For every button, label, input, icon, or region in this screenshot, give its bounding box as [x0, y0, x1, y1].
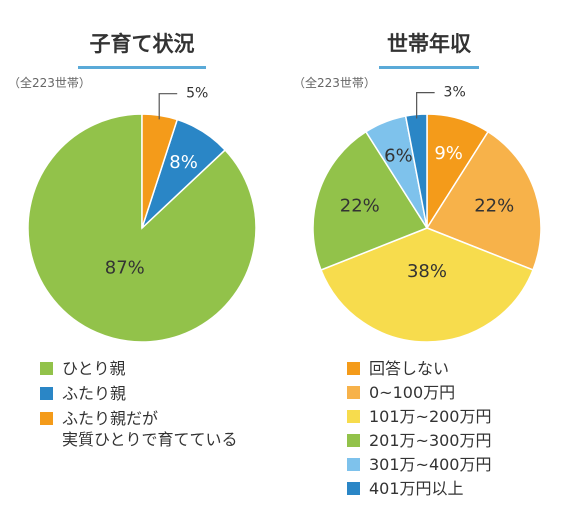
legend-label: 回答しない: [369, 359, 450, 378]
legend: 回答しない 0~100万円 101万~200万円 201万~300万円 301万~400…: [347, 358, 492, 502]
legend-item: 401万円以上: [347, 478, 492, 499]
legend-item: 301万~400万円: [347, 454, 492, 475]
legend-item: ふたり親だが 実質ひとりで育てている: [40, 408, 238, 450]
legend-swatch: [40, 387, 53, 400]
pie-slice: [312, 130, 429, 271]
data-label: 22%: [340, 196, 380, 217]
data-label: 38%: [407, 261, 447, 282]
data-label: 3%: [444, 85, 466, 101]
legend-swatch: [347, 362, 360, 375]
pie-slice: [320, 227, 534, 343]
data-label: 9%: [434, 143, 463, 164]
legend-label: 101万~200万円: [369, 407, 492, 426]
legend-item: ひとり親: [40, 358, 238, 379]
legend-label: 201万~300万円: [369, 431, 492, 450]
chart-title: 世帯年収: [379, 28, 479, 69]
legend-item: 101万~200万円: [347, 406, 492, 427]
data-label: 5%: [186, 86, 208, 102]
data-label: 87%: [105, 257, 145, 278]
legend-label: ふたり親だが 実質ひとりで育てている: [62, 409, 238, 449]
pie-slice: [141, 113, 179, 229]
pie-chart-childcare: 87% 8% 5%: [27, 86, 257, 343]
legend-swatch: [347, 386, 360, 399]
legend-label: ひとり親: [62, 359, 126, 378]
legend-item: 201万~300万円: [347, 430, 492, 451]
legend-item: 0~100万円: [347, 382, 492, 403]
legend-swatch: [40, 362, 53, 375]
legend-swatch: [347, 410, 360, 423]
legend-label: ふたり親: [62, 384, 127, 403]
legend-item: 回答しない: [347, 358, 492, 379]
legend-label: 401万円以上: [369, 479, 464, 498]
legend-swatch: [40, 412, 53, 425]
chart-subtitle: （全223世帯）: [8, 76, 91, 90]
data-label: 6%: [384, 145, 413, 166]
chart-subtitle: （全223世帯）: [293, 76, 376, 90]
chart-panel-income: 世帯年収 （全223世帯） 9% 22% 38% 22% 6% 3% 回答しない 0~100…: [285, 0, 570, 517]
pie-chart-income: 9% 22% 38% 22% 6% 3%: [312, 85, 542, 343]
pie-slice: [425, 130, 542, 271]
legend-swatch: [347, 434, 360, 447]
chart-title: 子育て状況: [78, 28, 206, 69]
chart-panel-childcare: 子育て状況 （全223世帯） 87% 8% 5% ひとり親ふたり親ふたり親だが 実質…: [8, 28, 257, 454]
legend-swatch: [347, 482, 360, 495]
legend: ひとり親ふたり親ふたり親だが 実質ひとりで育てている: [40, 358, 238, 454]
data-label: 22%: [474, 196, 514, 217]
legend-item: ふたり親: [40, 383, 238, 404]
legend-swatch: [347, 458, 360, 471]
leader-line: [158, 93, 178, 120]
legend-label: 301万~400万円: [369, 455, 492, 474]
data-label: 8%: [169, 152, 198, 173]
leader-line: [416, 92, 435, 119]
legend-label: 0~100万円: [369, 383, 456, 402]
